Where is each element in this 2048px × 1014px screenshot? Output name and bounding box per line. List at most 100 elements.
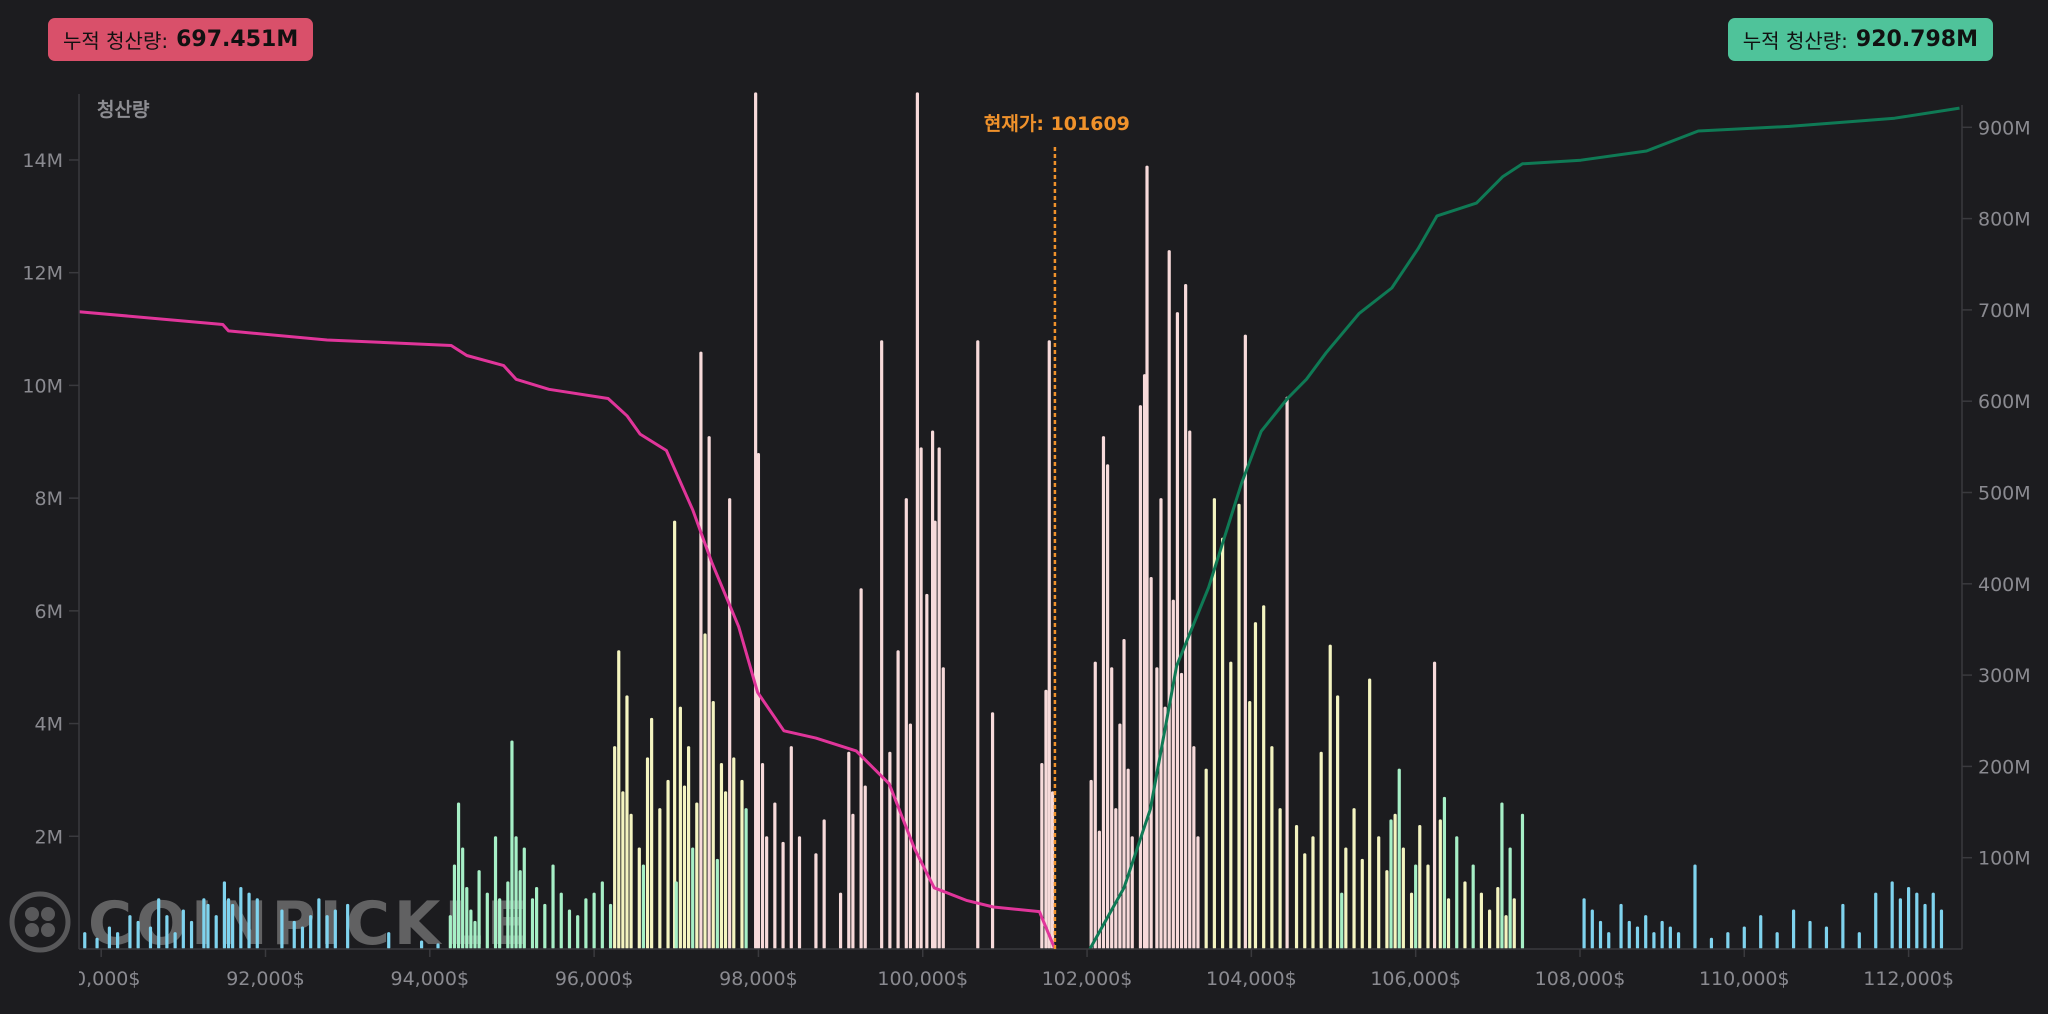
liquidation-bar — [387, 932, 391, 949]
y-right-tick-label: 700M — [1978, 300, 2031, 322]
liquidation-bar — [576, 915, 580, 949]
liquidation-bar — [732, 757, 736, 949]
liquidation-bar — [1791, 909, 1796, 949]
liquidation-bar — [456, 802, 461, 949]
liquidation-bar — [325, 915, 329, 949]
liquidation-bar — [485, 892, 489, 949]
liquidation-bar — [1328, 644, 1332, 949]
liquidation-bar — [904, 498, 908, 949]
badge-label: 누적 청산량: — [1742, 29, 1848, 53]
liquidation-bar — [1149, 577, 1153, 949]
liquidation-bar — [888, 751, 892, 949]
y-right-tick-label: 900M — [1978, 117, 2031, 139]
liquidation-bar — [1278, 808, 1282, 949]
liquidation-bar — [83, 932, 87, 949]
liquidation-bar — [157, 898, 161, 949]
liquidation-bar — [181, 909, 185, 949]
liquidation-bar — [740, 779, 744, 949]
liquidation-bar — [1582, 898, 1586, 949]
liquidation-bar — [452, 864, 457, 949]
liquidation-bar — [838, 892, 843, 949]
x-tick-label: 112,000$ — [1863, 968, 1954, 990]
liquidation-bar — [1627, 920, 1631, 949]
y-left-tick-label: 4M — [35, 714, 63, 736]
liquidation-bar — [128, 915, 132, 949]
liquidation-bar — [95, 937, 99, 949]
liquidation-bar — [1508, 847, 1512, 949]
liquidation-bar — [1138, 405, 1143, 950]
badge-label: 누적 청산량: — [63, 29, 169, 53]
liquidation-bar — [1184, 283, 1188, 949]
liquidation-bar — [851, 813, 855, 949]
liquidation-bar — [1890, 881, 1894, 949]
liquidation-bar — [239, 887, 243, 949]
liquidation-bar — [1841, 903, 1845, 949]
liquidation-bar — [707, 436, 711, 949]
liquidation-bar — [1676, 932, 1681, 949]
x-tick-label: 98,000$ — [719, 968, 798, 990]
cumulative-lines — [78, 106, 1960, 950]
liquidation-bar — [1644, 915, 1648, 949]
liquidation-bar — [600, 881, 604, 949]
liquidation-bar — [990, 712, 995, 949]
liquidation-bar — [719, 763, 724, 949]
liquidation-bar — [919, 447, 923, 949]
liquidation-bar — [465, 887, 469, 949]
liquidation-bar — [1857, 932, 1861, 949]
y-left-tick-label: 6M — [35, 601, 63, 623]
liquidation-bar — [1759, 915, 1763, 949]
liquidation-bar — [592, 892, 596, 949]
y-right-tick-label: 300M — [1978, 665, 2031, 687]
liquidation-bar — [765, 836, 769, 949]
y-axis-title: 청산량 — [97, 99, 150, 121]
liquidation-bar — [543, 903, 547, 949]
liquidation-bar — [1512, 898, 1516, 949]
liquidation-bar — [625, 695, 629, 949]
liquidation-bar — [1590, 909, 1594, 949]
liquidation-bar — [1385, 870, 1389, 949]
liquidation-bar — [1455, 836, 1459, 949]
liquidation-bar — [1159, 498, 1163, 949]
liquidation-bar — [292, 920, 296, 949]
liquidation-bar — [1093, 661, 1097, 949]
liquidation-bar — [1248, 701, 1252, 949]
y-right-tick-label: 100M — [1978, 848, 2031, 870]
liquidation-bar — [1931, 892, 1935, 949]
liquidation-bar — [1360, 858, 1364, 949]
liquidation-bar — [1294, 825, 1299, 949]
liquidation-bar — [346, 903, 350, 949]
liquidation-bar — [691, 847, 695, 949]
liquidation-bar — [469, 909, 473, 949]
liquidation-bar — [1192, 746, 1196, 949]
liquidation-bar — [1471, 864, 1475, 949]
liquidation-bar — [645, 757, 650, 949]
liquidation-bar — [1709, 937, 1714, 949]
liquidation-bar — [814, 853, 818, 949]
liquidation-bar — [1496, 887, 1500, 949]
current-price-marker: 현재가: 101609 — [984, 113, 1130, 949]
liquidation-bar — [1196, 836, 1200, 949]
liquidation-bar — [1237, 503, 1241, 949]
liquidation-bar — [535, 887, 539, 949]
liquidation-bar — [1040, 763, 1044, 949]
liquidation-bar — [686, 746, 691, 949]
liquidation-bar — [1397, 768, 1401, 949]
x-tick-label: 104,000$ — [1206, 968, 1297, 990]
liquidation-bar — [1229, 661, 1233, 949]
liquidation-bar — [1352, 808, 1356, 949]
cumulative-short-liquidation-badge: 누적 청산량: 697.451M — [48, 18, 314, 61]
badge-value: 697.451M — [176, 27, 299, 52]
liquidation-bar — [1270, 746, 1274, 949]
liquidation-bar — [280, 909, 284, 949]
liquidation-bar — [617, 650, 621, 949]
liquidation-bar — [650, 717, 654, 949]
y-axis-ticks: 2M 4M 6M 8M 10M 12M 14M 100M 200M 300M 400M 500M 600… — [22, 117, 2030, 869]
liquidation-bar — [1660, 920, 1664, 949]
liquidation-bar — [756, 453, 761, 949]
bars — [83, 92, 1944, 950]
liquidation-bar — [637, 847, 641, 949]
liquidation-bar — [930, 430, 935, 949]
liquidation-bar — [1171, 599, 1175, 949]
liquidation-bar — [567, 909, 572, 949]
